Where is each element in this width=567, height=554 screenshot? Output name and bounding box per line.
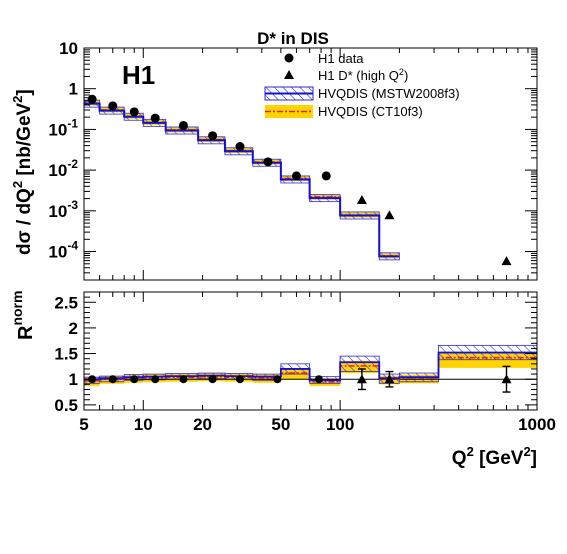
y-tick-label-top: 10-4 <box>48 239 78 262</box>
x-tick-label: 50 <box>271 415 290 434</box>
top-panel-lines <box>84 102 400 258</box>
y-tick-label-top: 10-1 <box>48 116 78 139</box>
h1-high-q2-point <box>356 194 367 204</box>
x-tick-label: 20 <box>193 415 212 434</box>
chart-title: D* in DIS <box>257 29 329 48</box>
ratio-panel-points <box>88 365 512 393</box>
y-tick-label-ratio: 1 <box>69 370 78 389</box>
legend-label-high: H1 D* (high Q2) <box>318 67 408 83</box>
top-panel-frame <box>83 47 538 281</box>
x-tick-label: 10 <box>134 415 153 434</box>
h1-data-point <box>291 171 301 181</box>
top-panel-points <box>87 94 512 266</box>
ratio-h1-high-q2-point <box>356 374 367 384</box>
h1-data-point <box>235 142 245 152</box>
ratio-h1-data-point <box>151 375 160 384</box>
x-tick-label: 100 <box>326 415 354 434</box>
x-tick-label: 5 <box>79 415 88 434</box>
h1-data-point <box>321 171 331 181</box>
x-tick-label: 1000 <box>518 415 556 434</box>
h1-data-point <box>87 94 97 104</box>
legend-label-ct10: HVQDIS (CT10f3) <box>318 104 423 119</box>
h1-logo: H1 <box>122 60 155 90</box>
ratio-h1-high-q2-point <box>384 374 395 384</box>
h1-data-point <box>178 120 188 130</box>
legend-triangle-marker <box>284 70 294 79</box>
y-axis-label-ratio: Rnorm <box>9 291 37 340</box>
h1-data-point <box>150 113 160 123</box>
top-panel-axes: 10 1 10-1 10-2 10-3 10-4 <box>48 39 538 281</box>
ratio-panel-frame <box>83 291 538 411</box>
h1-data-point <box>263 157 273 167</box>
ratio-h1-data-point <box>130 375 139 384</box>
ratio-h1-data-point <box>273 375 282 384</box>
y-tick-label-ratio: 2.5 <box>54 293 78 312</box>
ratio-h1-data-point <box>208 375 217 384</box>
y-tick-label-ratio: 0.5 <box>54 396 78 415</box>
ct10-central-line <box>84 102 400 257</box>
h1-data-point <box>129 107 139 117</box>
legend-label-data: H1 data <box>318 51 364 66</box>
y-tick-label-top: 1 <box>69 80 78 99</box>
y-axis-label-top: dσ / dQ2 [nb/GeV2] <box>10 89 35 255</box>
x-axis-label: Q2 [GeV2] <box>452 444 537 469</box>
top-panel-bands <box>84 99 400 261</box>
y-tick-label-top: 10-2 <box>48 157 78 180</box>
h1-data-point <box>108 101 118 111</box>
mstw-central-line <box>84 102 400 258</box>
ratio-h1-data-point <box>179 375 188 384</box>
ratio-h1-high-q2-point <box>501 374 512 384</box>
h1-high-q2-point <box>501 256 512 266</box>
h1-high-q2-point <box>384 210 395 220</box>
ratio-h1-data-point <box>314 375 323 384</box>
ratio-panel-axes: 0.5 1 1.5 2 2.5 5 10 20 50 100 1000 <box>54 291 556 434</box>
ratio-h1-data-point <box>235 375 244 384</box>
legend-label-mstw: HVQDIS (MSTW2008f3) <box>318 86 460 101</box>
y-tick-label-ratio: 1.5 <box>54 345 78 364</box>
legend-circle-marker <box>284 53 294 63</box>
y-tick-label-top: 10 <box>59 39 78 58</box>
h1-data-point <box>208 131 218 141</box>
ratio-h1-data-point <box>108 375 117 384</box>
y-tick-label-ratio: 2 <box>69 319 78 338</box>
y-tick-label-top: 10-3 <box>48 198 78 221</box>
